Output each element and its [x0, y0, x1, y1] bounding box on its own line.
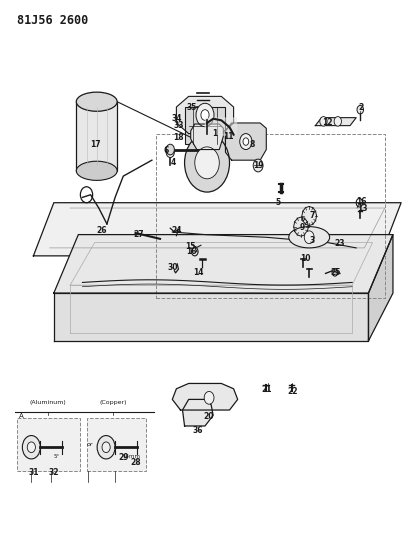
Text: 5°: 5° [54, 454, 60, 458]
Text: 32: 32 [48, 469, 59, 477]
Polygon shape [293, 217, 308, 236]
Text: 36: 36 [192, 426, 202, 435]
Text: 28: 28 [130, 458, 141, 466]
Text: 22: 22 [287, 387, 297, 396]
Circle shape [204, 391, 213, 404]
Text: 9: 9 [299, 223, 304, 232]
Text: 31: 31 [29, 469, 39, 477]
Bar [86, 418, 145, 471]
Circle shape [200, 110, 209, 120]
Circle shape [333, 117, 341, 126]
Text: 20: 20 [203, 412, 214, 421]
Polygon shape [54, 235, 392, 293]
Bar [184, 107, 225, 144]
Text: 18: 18 [173, 133, 183, 142]
Text: 14: 14 [193, 269, 204, 277]
Text: 7: 7 [309, 212, 314, 221]
Circle shape [239, 134, 252, 150]
Text: 23: 23 [334, 239, 344, 248]
Bar [17, 418, 80, 471]
Bar [76, 102, 117, 171]
Circle shape [303, 231, 313, 244]
Circle shape [102, 442, 110, 453]
Text: 13: 13 [356, 204, 367, 213]
Text: 16: 16 [355, 197, 366, 206]
Polygon shape [33, 203, 400, 256]
Circle shape [319, 117, 326, 126]
Ellipse shape [76, 92, 117, 111]
Text: 25: 25 [330, 269, 340, 277]
Polygon shape [315, 118, 355, 126]
Text: 1: 1 [212, 129, 217, 138]
Text: A: A [19, 413, 24, 419]
Circle shape [22, 435, 40, 459]
Text: 5: 5 [274, 198, 280, 207]
Polygon shape [182, 399, 213, 426]
Circle shape [166, 147, 174, 158]
Text: 26: 26 [97, 226, 107, 235]
Text: 6: 6 [163, 146, 169, 155]
Text: 29: 29 [118, 454, 128, 463]
Text: 30: 30 [166, 263, 177, 272]
Circle shape [97, 435, 115, 459]
Ellipse shape [288, 227, 329, 248]
Polygon shape [176, 96, 233, 134]
Circle shape [356, 106, 363, 114]
Text: 4: 4 [170, 158, 175, 167]
Polygon shape [368, 235, 392, 341]
Text: (Copper): (Copper) [99, 400, 126, 405]
Text: 10: 10 [299, 254, 310, 263]
Polygon shape [301, 206, 316, 225]
Circle shape [243, 138, 248, 146]
Text: 3: 3 [309, 237, 314, 246]
Polygon shape [190, 124, 223, 150]
Text: 81J56 2600: 81J56 2600 [17, 14, 88, 27]
Text: or: or [86, 442, 93, 447]
Bar [155, 134, 384, 298]
Text: 24: 24 [171, 226, 181, 235]
Circle shape [253, 159, 263, 172]
Text: 35: 35 [186, 102, 197, 111]
Text: 17: 17 [90, 140, 101, 149]
Text: 34: 34 [171, 114, 181, 123]
Text: 15: 15 [185, 242, 196, 251]
Polygon shape [54, 293, 368, 341]
Text: 11: 11 [222, 132, 233, 141]
Circle shape [166, 144, 174, 155]
Text: 14mm: 14mm [122, 454, 140, 458]
Circle shape [194, 147, 219, 179]
Text: 21: 21 [261, 385, 271, 394]
Text: (Aluminum): (Aluminum) [29, 400, 66, 405]
Circle shape [27, 442, 35, 453]
Ellipse shape [76, 161, 117, 180]
Text: 27: 27 [133, 230, 144, 239]
Polygon shape [225, 123, 265, 160]
Text: 19: 19 [252, 161, 263, 170]
Text: 12: 12 [321, 118, 332, 127]
Text: 33: 33 [173, 121, 183, 130]
Circle shape [184, 134, 229, 192]
Circle shape [196, 103, 213, 127]
Polygon shape [172, 383, 237, 410]
Text: 16: 16 [186, 247, 196, 256]
Text: 2: 2 [357, 102, 363, 111]
Text: 8: 8 [249, 140, 254, 149]
